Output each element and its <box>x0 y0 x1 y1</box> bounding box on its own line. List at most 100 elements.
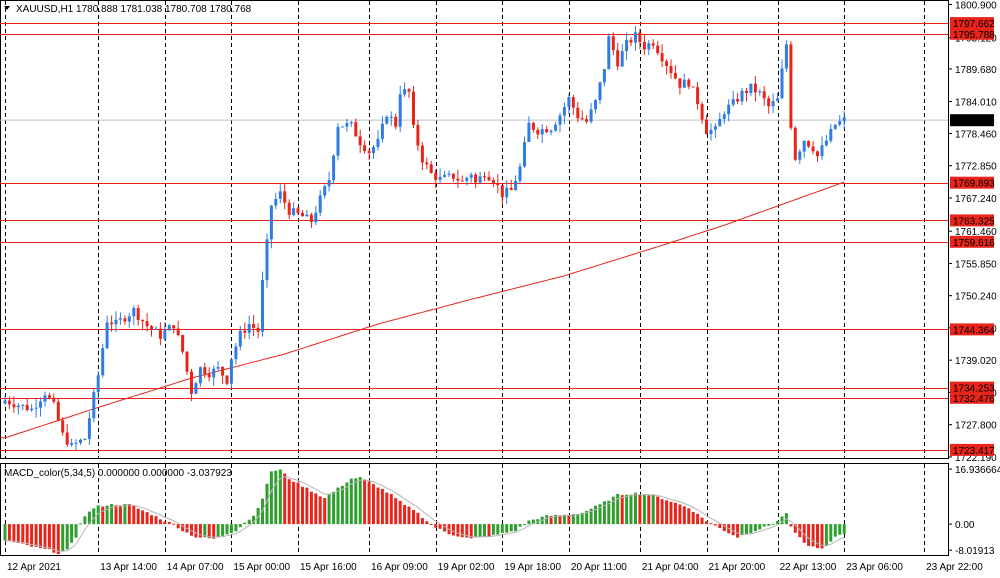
candle-body <box>274 198 278 206</box>
candle-body <box>700 104 704 120</box>
price-levels[interactable] <box>0 23 948 451</box>
candle-body <box>16 405 20 408</box>
macd-bar <box>74 524 78 538</box>
macd-bar <box>571 514 575 525</box>
candle-body <box>780 68 784 99</box>
candle-body <box>345 123 349 127</box>
macd-bar <box>221 524 225 536</box>
macd-bar <box>469 524 473 539</box>
candle-body <box>434 173 438 180</box>
candle-body <box>12 404 16 408</box>
macd-bar <box>718 524 722 529</box>
macd-bar <box>696 513 700 525</box>
candle-body <box>141 320 145 322</box>
macd-bar <box>345 482 349 525</box>
candle-body <box>203 367 207 375</box>
macd-bar <box>47 524 51 550</box>
level-price-tag-bg <box>950 235 994 248</box>
candle-body <box>336 126 340 156</box>
level-price-tag: 1797.662 <box>953 19 995 30</box>
candle-body <box>269 205 273 240</box>
candle-body <box>523 142 526 167</box>
candle-body <box>185 351 189 372</box>
candle-body <box>394 116 398 127</box>
macd-bar <box>3 524 7 541</box>
level-price-tag-bg <box>950 17 994 30</box>
candle-body <box>309 214 313 223</box>
candle-body <box>265 239 269 281</box>
candle-body <box>340 126 344 128</box>
macd-bar <box>327 494 331 525</box>
price-tick-label: 1750.240 <box>955 292 997 303</box>
macd-tick-label: 0.00 <box>955 520 975 531</box>
candle-body <box>696 87 700 105</box>
macd-bar <box>16 524 20 543</box>
macd-bar <box>367 481 371 525</box>
macd-bar <box>771 523 775 525</box>
level-price-tag: 1744.364 <box>953 325 995 336</box>
macd-bar <box>731 524 735 536</box>
macd-bar <box>443 524 447 532</box>
macd-bar <box>105 505 109 525</box>
candle-body <box>261 280 264 332</box>
candle-body <box>96 375 100 393</box>
macd-bar <box>758 524 762 530</box>
candle-body <box>70 443 74 445</box>
candle-body <box>842 117 846 121</box>
macd-bar <box>145 512 149 525</box>
macd-bar <box>567 514 571 525</box>
candle-body <box>114 319 118 325</box>
macd-bar <box>793 524 797 533</box>
macd-bar <box>616 493 620 525</box>
candle-body <box>602 69 606 83</box>
candle-body <box>487 176 491 181</box>
candle-body <box>403 89 407 95</box>
candle-body <box>731 99 735 105</box>
candle-body <box>332 155 336 180</box>
candle-body <box>665 61 669 66</box>
macd-bar <box>594 505 597 525</box>
symbol-dropdown-icon[interactable] <box>4 6 10 10</box>
candle-body <box>576 107 580 119</box>
candle-body <box>478 176 482 183</box>
candle-body <box>39 401 42 408</box>
candle-body <box>718 119 722 127</box>
candle-body <box>811 146 815 152</box>
macd-bar <box>127 504 131 525</box>
macd-signal-line <box>4 476 845 552</box>
macd-bar <box>762 524 766 527</box>
candle-body <box>376 138 380 148</box>
candle-body <box>145 321 149 327</box>
candle-body <box>234 346 238 360</box>
macd-bar <box>247 519 251 525</box>
candle-body <box>713 126 717 130</box>
price-tick-label: 1722.190 <box>955 453 997 464</box>
candle-body <box>456 178 460 181</box>
macd-tick-label: 16.936664 <box>955 465 1000 476</box>
macd-tick-label: -8.01913 <box>955 546 995 557</box>
candle-body <box>367 151 371 154</box>
macd-bar <box>394 498 398 525</box>
macd-bar <box>709 523 713 525</box>
candle-body <box>642 42 646 50</box>
macd-bar <box>789 524 793 527</box>
candle-body <box>687 79 691 87</box>
candle-body <box>3 400 7 404</box>
candle-body <box>558 115 562 125</box>
macd-bar <box>425 521 429 525</box>
time-tick-label: 14 Apr 07:00 <box>167 562 224 573</box>
macd-bar <box>474 524 478 538</box>
candle-body <box>7 400 11 405</box>
candle-body <box>447 173 451 175</box>
candle-body <box>771 101 775 107</box>
macd-bar <box>372 484 375 525</box>
price-tick-label: 1772.850 <box>955 162 997 173</box>
macd-bar <box>340 485 344 525</box>
macd-bar <box>92 508 96 525</box>
macd-bar <box>585 510 589 525</box>
candle-body <box>150 326 153 330</box>
macd-histogram <box>3 469 846 555</box>
macd-bar <box>181 524 185 532</box>
macd-bar <box>531 519 535 525</box>
